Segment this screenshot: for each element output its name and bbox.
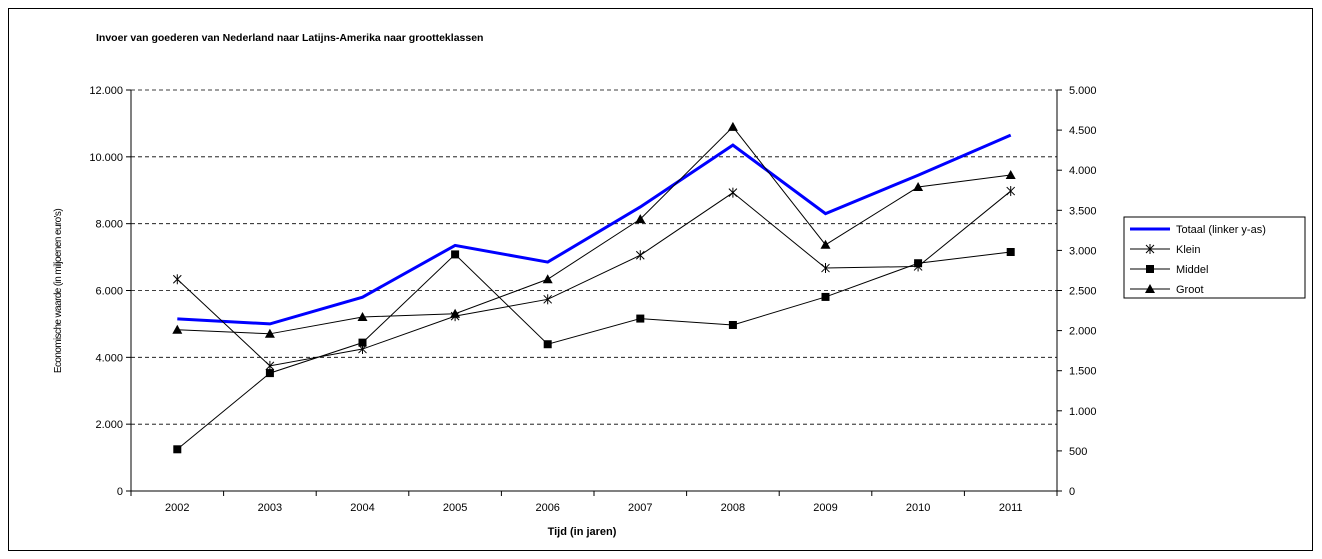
legend-groot-label: Groot	[1176, 284, 1204, 296]
series-klein-point	[543, 294, 553, 305]
y-left-tick-label: 10.000	[89, 152, 123, 164]
x-tick-label: 2003	[258, 502, 282, 514]
chart-title: Invoer van goederen van Nederland naar L…	[96, 32, 483, 44]
y-left-tick-label: 0	[117, 486, 123, 498]
y-left-tick-label: 8.000	[95, 219, 123, 231]
series-groot-point	[820, 239, 831, 249]
series-middel-point	[173, 445, 182, 454]
x-tick-label: 2011	[999, 502, 1023, 514]
series-groot-point	[357, 311, 368, 321]
series-groot-point	[450, 308, 461, 318]
y-right-tick-label: 3.000	[1069, 245, 1097, 257]
chart-frame	[8, 8, 1313, 551]
legend: Totaal (linker y-as) Klein Middel Groot	[1123, 216, 1306, 299]
series-klein-line	[176, 190, 1012, 367]
series-klein-point	[635, 250, 645, 261]
series-middel-point	[728, 320, 737, 329]
series-klein-point	[728, 187, 738, 198]
y-right-tick-label: 0	[1069, 486, 1075, 498]
legend-middel-label: Middel	[1176, 264, 1208, 276]
series-klein-point	[1006, 186, 1016, 197]
x-tick-label: 2004	[350, 502, 374, 514]
series-groot-point	[264, 328, 275, 338]
y-right-tick-label: 1.000	[1069, 406, 1097, 418]
legend-groot-marker	[1145, 284, 1155, 293]
series-middel-point	[451, 250, 460, 259]
series-klein-point	[821, 263, 830, 274]
y-right-tick-label: 2.500	[1069, 286, 1097, 298]
y-right-tick-label: 1.500	[1069, 366, 1097, 378]
series-klein-point	[172, 274, 182, 285]
legend-klein-marker	[1145, 244, 1155, 254]
series-middel-point	[821, 292, 830, 301]
series-middel-point	[914, 259, 923, 268]
series-groot-point	[727, 121, 738, 131]
x-axis-label: Tijd (in jaren)	[548, 526, 617, 538]
legend-totaal-label: Totaal (linker y-as)	[1176, 224, 1266, 236]
y-left-tick-label: 6.000	[95, 286, 123, 298]
x-tick-label: 2007	[628, 502, 652, 514]
series-groot-point	[172, 324, 183, 334]
y-axis-label: Economische waarde (in miljoenen euro's)	[53, 209, 64, 373]
legend-klein-label: Klein	[1176, 244, 1200, 256]
series-middel-point	[265, 369, 274, 378]
y-right-tick-label: 4.500	[1069, 125, 1097, 137]
x-tick-label: 2005	[443, 502, 467, 514]
legend-middel-marker	[1146, 265, 1154, 273]
series-middel-point	[1006, 248, 1015, 257]
y-right-tick-label: 2.000	[1069, 326, 1097, 338]
y-right-tick-label: 500	[1069, 446, 1087, 458]
series-totaal-line	[177, 133, 1012, 326]
y-left-tick-label: 4.000	[95, 352, 123, 364]
x-tick-label: 2006	[535, 502, 559, 514]
series-middel-point	[543, 340, 552, 349]
axes: 0 2.000 4.000 6.000 8.000 10.000 12.000 0 500 1.0…	[89, 85, 1096, 514]
x-tick-label: 2009	[813, 502, 837, 514]
series-middel-point	[358, 338, 367, 347]
series-middel-point	[636, 314, 645, 323]
series-groot-point	[1005, 170, 1016, 180]
y-right-tick-label: 5.000	[1069, 85, 1097, 97]
series-groot-line	[177, 126, 1011, 335]
series-layer	[172, 121, 1016, 454]
x-tick-label: 2002	[165, 502, 189, 514]
y-left-tick-label: 2.000	[95, 419, 123, 431]
x-tick-label: 2008	[721, 502, 745, 514]
grid-lines	[131, 89, 1057, 425]
series-groot-point	[913, 182, 924, 192]
y-right-tick-label: 4.000	[1069, 165, 1097, 177]
x-tick-label: 2010	[906, 502, 930, 514]
series-groot-point	[635, 214, 646, 224]
series-middel-line	[176, 251, 1011, 450]
series-groot-point	[542, 274, 553, 284]
y-left-tick-label: 12.000	[89, 85, 123, 97]
y-right-tick-label: 3.500	[1069, 205, 1097, 217]
